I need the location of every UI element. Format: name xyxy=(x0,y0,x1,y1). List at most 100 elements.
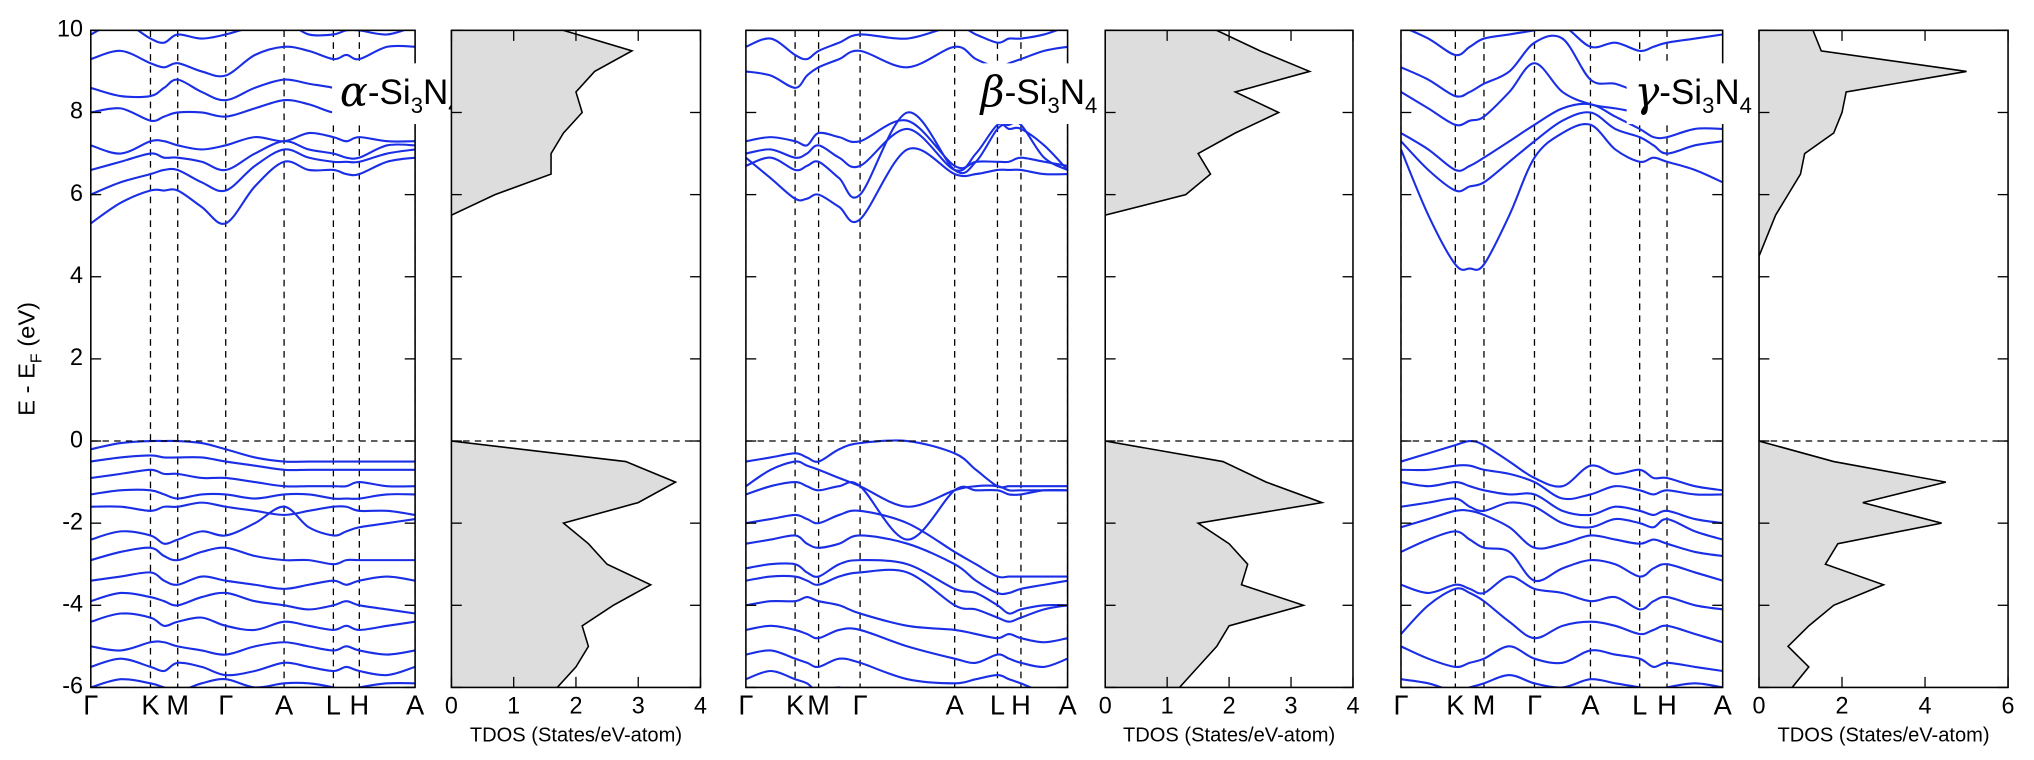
band xyxy=(745,568,1068,623)
plot-area xyxy=(1758,30,1967,688)
band xyxy=(745,439,1068,489)
plot-area xyxy=(745,30,1068,688)
band xyxy=(90,44,416,78)
y-tick-label: -2 xyxy=(62,508,83,534)
x-tick-label: 0 xyxy=(1099,692,1112,718)
chart-title-part: 3 xyxy=(411,93,423,118)
x-tick-label: 1 xyxy=(1161,692,1174,718)
x-tick-label: 3 xyxy=(1285,692,1298,718)
band xyxy=(745,45,1068,89)
chart-title: β-Si3N4 xyxy=(979,66,1098,118)
plot-area xyxy=(451,30,678,688)
chart-title: α-Si3N4 xyxy=(340,66,461,118)
band xyxy=(1400,509,1723,558)
y-axis-label-part: F xyxy=(28,353,45,363)
chart-title-part: N xyxy=(1060,73,1085,112)
x-tick-label: 4 xyxy=(1919,692,1932,718)
chart-title-part: α xyxy=(340,66,368,115)
y-tick-label: -4 xyxy=(62,590,83,616)
panel: 0 1 2 3 4 TDOS (States/eV-atom) xyxy=(1099,29,1359,747)
axes-frame xyxy=(90,29,416,689)
y-tick-label: 6 xyxy=(70,180,83,206)
k-point-label: H xyxy=(349,689,369,720)
x-tick-label: 4 xyxy=(694,692,707,718)
panel: 0 1 2 3 4 TDOS (States/eV-atom) xyxy=(445,29,707,747)
band xyxy=(90,678,416,688)
band xyxy=(90,131,416,155)
plot-area xyxy=(1105,30,1326,688)
band xyxy=(90,454,416,472)
k-point-label: Γ xyxy=(1527,689,1542,720)
band xyxy=(90,640,416,656)
k-point-label: A xyxy=(275,689,294,720)
chart-title-part: γ xyxy=(1634,66,1660,115)
x-axis-label: TDOS (States/eV-atom) xyxy=(1123,725,1335,747)
y-tick-label: 4 xyxy=(70,262,83,288)
x-tick-label: 6 xyxy=(2002,692,2015,718)
band xyxy=(90,148,416,196)
k-point-label: M xyxy=(166,689,189,720)
band xyxy=(745,122,1068,172)
band xyxy=(90,591,416,615)
band xyxy=(745,649,1068,688)
dos-fill xyxy=(1105,30,1323,688)
axes-frame xyxy=(745,29,1069,689)
axes-frame xyxy=(450,29,702,689)
chart-title-part: 4 xyxy=(1740,93,1752,118)
band xyxy=(1400,481,1723,525)
k-point-label: Γ xyxy=(853,689,868,720)
k-point-label: A xyxy=(946,689,965,720)
band xyxy=(90,156,416,225)
k-point-label: Γ xyxy=(738,689,753,720)
chart-title-part: 4 xyxy=(1085,93,1097,118)
x-tick-label: 1 xyxy=(507,692,520,718)
x-tick-label: 2 xyxy=(1223,692,1236,718)
band xyxy=(745,119,1068,170)
k-point-label: Γ xyxy=(1393,689,1408,720)
x-axis-label: TDOS (States/eV-atom) xyxy=(470,725,682,747)
band xyxy=(745,30,1060,61)
y-axis-label-part: (eV) xyxy=(14,302,40,353)
band xyxy=(1400,464,1723,501)
chart-title-part: N xyxy=(1714,73,1739,112)
panel: Γ K M Γ A L H Aβ-Si3N4 xyxy=(738,29,1129,721)
k-point-label: M xyxy=(807,689,830,720)
band xyxy=(90,439,416,463)
chart-title-part: -Si xyxy=(1005,73,1048,112)
band xyxy=(745,481,1068,541)
x-tick-label: 4 xyxy=(1346,692,1359,718)
chart-title-part: 3 xyxy=(1047,93,1059,118)
band xyxy=(745,111,1068,199)
k-point-label: H xyxy=(1657,689,1677,720)
y-tick-label: 0 xyxy=(70,426,83,452)
band xyxy=(90,30,407,44)
y-tick-label: 8 xyxy=(70,98,83,124)
band xyxy=(90,571,416,590)
band xyxy=(90,657,416,677)
band xyxy=(745,147,1068,224)
dos-line xyxy=(1758,30,1967,688)
chart-title-part: N xyxy=(423,73,448,112)
y-axis-label: E - EF (eV) xyxy=(14,302,45,416)
band xyxy=(1407,30,1723,57)
chart-title-part: -Si xyxy=(1659,73,1702,112)
chart-title-part: -Si xyxy=(368,73,411,112)
dos-fill xyxy=(1758,30,1967,688)
title-background xyxy=(972,63,1129,125)
band xyxy=(745,669,844,688)
chart-title-part: β xyxy=(979,66,1005,115)
band xyxy=(1400,645,1723,673)
k-point-label: A xyxy=(1581,689,1600,720)
y-tick-label: 2 xyxy=(70,344,83,370)
title-background xyxy=(1626,63,1783,125)
axes-frame xyxy=(1758,29,2009,689)
band xyxy=(90,140,416,172)
k-point-label: A xyxy=(1059,689,1078,720)
band xyxy=(1400,102,1723,172)
band xyxy=(90,612,416,632)
k-point-label: M xyxy=(1473,689,1496,720)
chart-title: γ-Si3N4 xyxy=(1634,66,1751,118)
band xyxy=(745,559,1068,615)
